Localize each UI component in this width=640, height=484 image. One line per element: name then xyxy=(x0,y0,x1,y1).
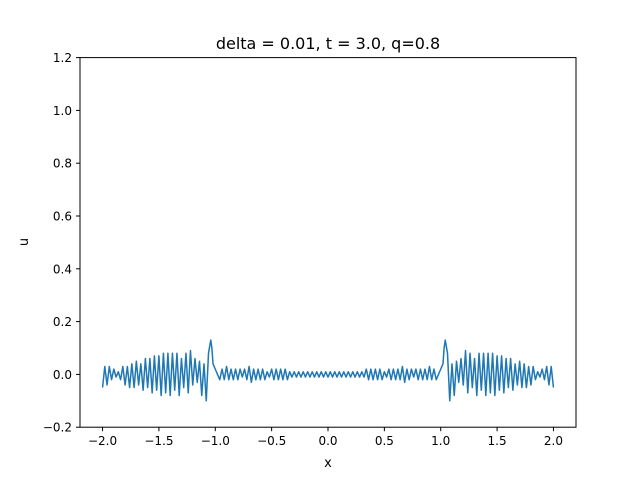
chart-title: delta = 0.01, t = 3.0, q=0.8 xyxy=(216,34,440,53)
y-tick-label: 0.6 xyxy=(53,210,72,224)
y-tick-label: 0.4 xyxy=(53,262,72,276)
x-tick-label: 0.5 xyxy=(375,434,394,448)
y-tick-label: 1.2 xyxy=(53,51,72,65)
plot-area xyxy=(79,57,577,428)
y-tick-label: −0.2 xyxy=(43,421,72,435)
y-axis-label: u xyxy=(17,238,32,246)
x-tick-label: −1.5 xyxy=(144,434,173,448)
x-tick-label: 0.0 xyxy=(318,434,337,448)
x-tick-label: 1.5 xyxy=(488,434,507,448)
axes-frame xyxy=(80,57,576,428)
series-line-u xyxy=(101,339,555,402)
x-tick-label: −1.0 xyxy=(201,434,230,448)
x-tick-label: 1.0 xyxy=(431,434,450,448)
series-layer xyxy=(101,339,555,402)
y-tick-label: 0.0 xyxy=(53,368,72,382)
y-tick-label: 1.0 xyxy=(53,104,72,118)
y-tick-label: 0.2 xyxy=(53,315,72,329)
y-tick-label: 0.8 xyxy=(53,157,72,171)
x-tick-label: 2.0 xyxy=(544,434,563,448)
x-axis-label: x xyxy=(324,456,332,471)
x-axis-ticks: −2.0 −1.5 −1.0 −0.5 0.0 0.5 1.0 1.5 2.0 xyxy=(88,427,563,448)
x-tick-label: −0.5 xyxy=(257,434,286,448)
x-tick-label: −2.0 xyxy=(88,434,117,448)
y-axis-ticks: −0.2 0.0 0.2 0.4 0.6 0.8 1.0 1.2 xyxy=(43,51,80,435)
